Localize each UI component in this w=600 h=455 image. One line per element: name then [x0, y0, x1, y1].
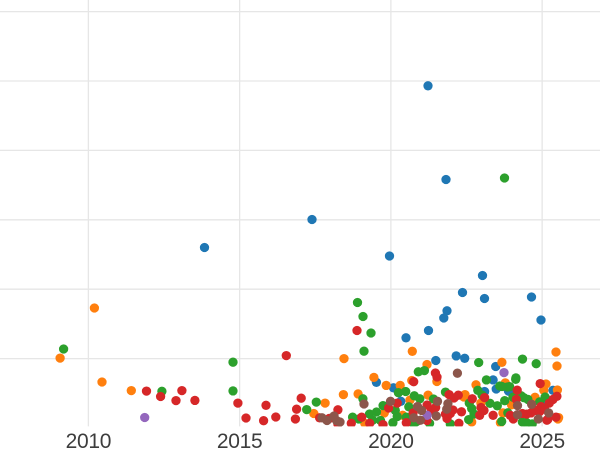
svg-text:2025: 2025 — [519, 430, 565, 450]
svg-text:2015: 2015 — [217, 430, 263, 450]
svg-text:2020: 2020 — [368, 430, 414, 450]
svg-text:2010: 2010 — [66, 430, 112, 450]
